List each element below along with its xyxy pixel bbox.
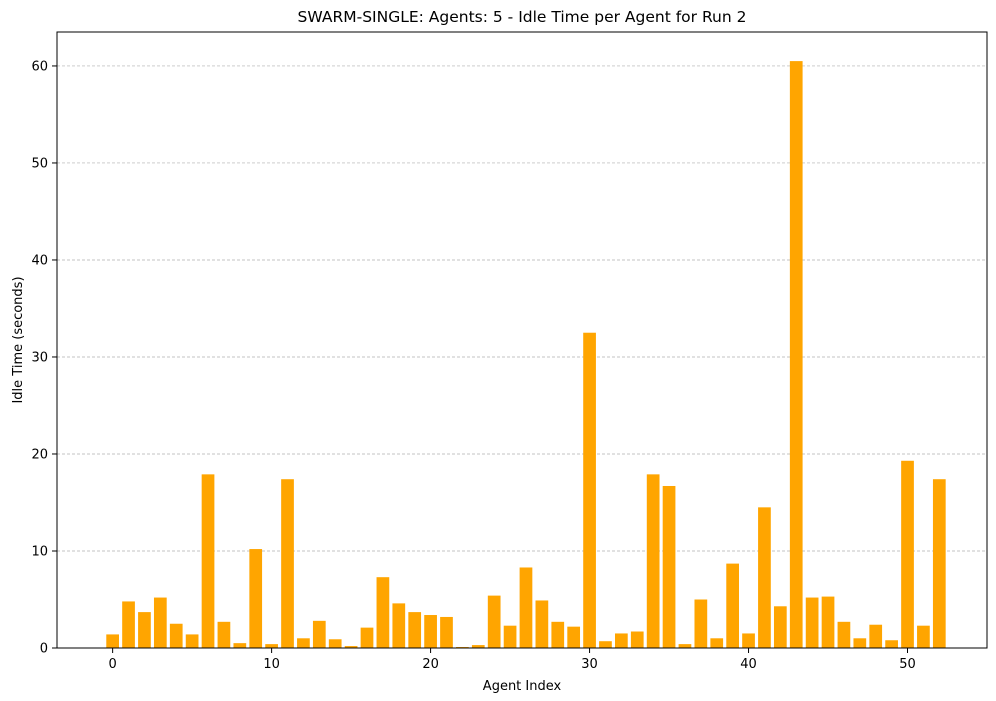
bar xyxy=(742,633,755,648)
bar xyxy=(471,645,485,648)
bar xyxy=(615,633,628,648)
bar xyxy=(519,567,533,648)
bar xyxy=(122,601,135,648)
bar xyxy=(376,577,390,648)
bar xyxy=(821,596,835,648)
plot-frame xyxy=(56,31,988,649)
x-axis-label: Agent Index xyxy=(483,679,562,694)
bar xyxy=(710,638,724,648)
bar xyxy=(360,627,374,648)
bar xyxy=(773,606,787,648)
y-tick-label: 40 xyxy=(31,253,48,268)
bar xyxy=(440,616,453,648)
bar xyxy=(281,479,294,648)
bar xyxy=(503,625,517,648)
bar xyxy=(805,597,819,648)
x-axis-ticks: 0 10 20 30 40 50 xyxy=(109,648,916,672)
grid-lines xyxy=(57,65,987,552)
y-axis-ticks: 0 10 20 30 40 50 60 xyxy=(31,59,57,657)
bar xyxy=(917,625,930,648)
bar xyxy=(885,640,898,648)
bar xyxy=(328,639,342,648)
bar xyxy=(408,612,422,648)
bar xyxy=(424,615,437,648)
bar xyxy=(201,474,215,648)
x-tick-label: 50 xyxy=(899,657,916,672)
bar xyxy=(758,507,771,648)
bar xyxy=(869,624,883,648)
x-tick-label: 20 xyxy=(422,657,439,672)
bar xyxy=(901,460,914,648)
bar xyxy=(551,621,565,648)
bar xyxy=(932,479,946,648)
bar xyxy=(169,623,183,648)
x-tick-label: 30 xyxy=(581,657,598,672)
bar xyxy=(487,595,501,648)
bar xyxy=(630,631,644,648)
bar xyxy=(583,332,596,648)
bar xyxy=(106,634,119,648)
y-tick-label: 10 xyxy=(31,544,48,559)
bar xyxy=(535,600,549,648)
y-axis-label: Idle Time (seconds) xyxy=(11,276,26,403)
bars xyxy=(106,61,946,649)
x-tick-label: 0 xyxy=(109,657,117,672)
bar xyxy=(646,474,660,648)
bar xyxy=(217,621,231,648)
bar xyxy=(297,638,310,648)
bar xyxy=(233,643,247,648)
bar xyxy=(678,644,692,648)
chart-title: SWARM-SINGLE: Agents: 5 - Idle Time per … xyxy=(298,8,747,26)
bar xyxy=(599,641,612,648)
bar xyxy=(392,603,406,648)
x-tick-label: 40 xyxy=(740,657,757,672)
x-tick-label: 10 xyxy=(263,657,280,672)
bar xyxy=(312,620,326,648)
bar xyxy=(567,626,581,648)
y-tick-label: 20 xyxy=(31,447,48,462)
bar xyxy=(153,597,167,648)
bar xyxy=(265,644,278,648)
bar xyxy=(662,485,676,648)
y-tick-label: 50 xyxy=(31,156,48,171)
y-tick-label: 0 xyxy=(40,642,48,657)
bar xyxy=(789,61,803,649)
y-tick-label: 30 xyxy=(31,350,48,365)
bar xyxy=(344,646,358,648)
bar xyxy=(853,638,867,648)
y-tick-label: 60 xyxy=(31,59,48,74)
bar xyxy=(249,549,263,648)
bar xyxy=(185,634,199,648)
bar xyxy=(694,599,708,648)
bar xyxy=(837,621,851,648)
bar xyxy=(726,563,739,648)
bar xyxy=(138,612,151,648)
